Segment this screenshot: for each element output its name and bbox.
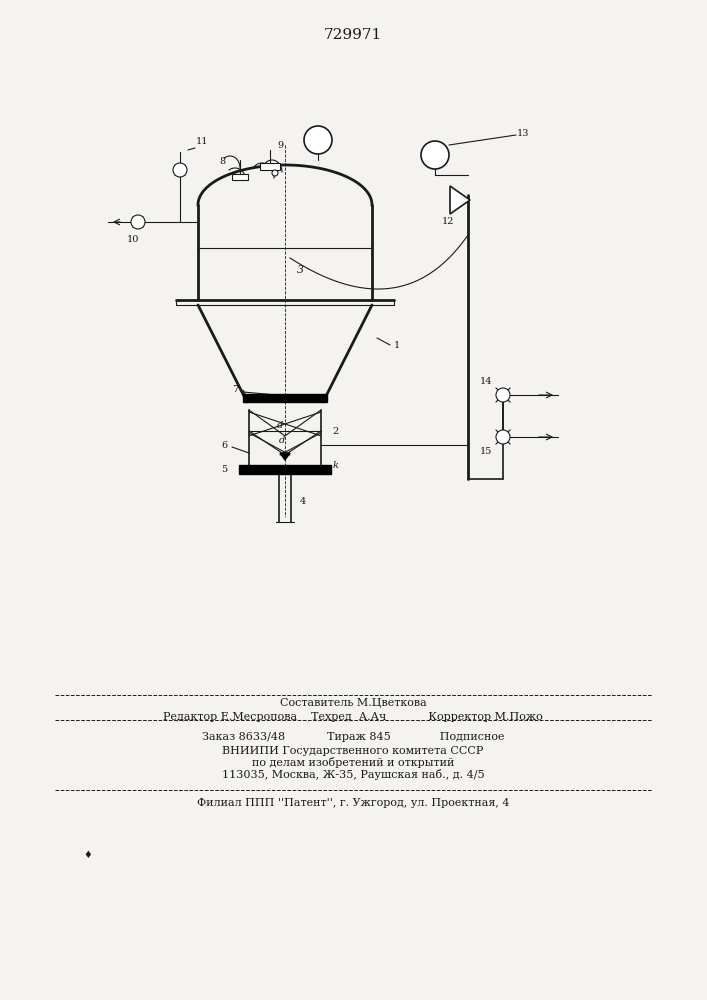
Text: 9: 9 (277, 140, 283, 149)
Text: 113035, Москва, Ж-35, Раушская наб., д. 4/5: 113035, Москва, Ж-35, Раушская наб., д. … (222, 770, 484, 780)
Text: 15: 15 (480, 446, 492, 456)
Text: Редактор Е.Месропова    Техред  А.Ач            Корректор М.Пожо: Редактор Е.Месропова Техред А.Ач Коррект… (163, 712, 543, 722)
Text: d: d (277, 422, 283, 430)
Text: 6: 6 (221, 440, 227, 450)
Polygon shape (450, 186, 470, 214)
Bar (260, 163, 280, 170)
Text: 11: 11 (196, 137, 209, 146)
Text: 2: 2 (333, 428, 339, 436)
Text: ♦: ♦ (83, 850, 93, 859)
Text: ВНИИПИ Государственного комитета СССР: ВНИИПИ Государственного комитета СССР (222, 746, 484, 756)
Text: d: d (279, 436, 285, 445)
Text: 14: 14 (480, 376, 492, 385)
Text: 3: 3 (296, 265, 303, 275)
Bar (239, 465, 331, 474)
Text: Составитель М.Цветкова: Составитель М.Цветкова (280, 698, 426, 708)
Text: 5: 5 (221, 466, 227, 475)
Text: 12: 12 (442, 218, 455, 227)
Circle shape (496, 430, 510, 444)
Text: 10: 10 (127, 235, 139, 244)
Circle shape (421, 141, 449, 169)
Text: Заказ 8633/48            Тираж 845              Подписное: Заказ 8633/48 Тираж 845 Подписное (201, 732, 504, 742)
Text: 1: 1 (394, 340, 400, 350)
Text: 13: 13 (517, 128, 530, 137)
Text: 7: 7 (232, 385, 238, 394)
Bar (243, 394, 327, 402)
Circle shape (304, 126, 332, 154)
Bar (232, 174, 248, 180)
Polygon shape (280, 453, 290, 460)
Circle shape (131, 215, 145, 229)
Text: k: k (333, 460, 339, 470)
Text: 729971: 729971 (324, 28, 382, 42)
Text: по делам изобретений и открытий: по делам изобретений и открытий (252, 758, 454, 768)
Text: Филиал ППП ''Патент'', г. Ужгород, ул. Проектная, 4: Филиал ППП ''Патент'', г. Ужгород, ул. П… (197, 798, 509, 808)
Circle shape (496, 388, 510, 402)
Circle shape (272, 170, 278, 176)
Circle shape (173, 163, 187, 177)
Text: 4: 4 (300, 497, 306, 506)
Text: 8: 8 (220, 157, 226, 166)
